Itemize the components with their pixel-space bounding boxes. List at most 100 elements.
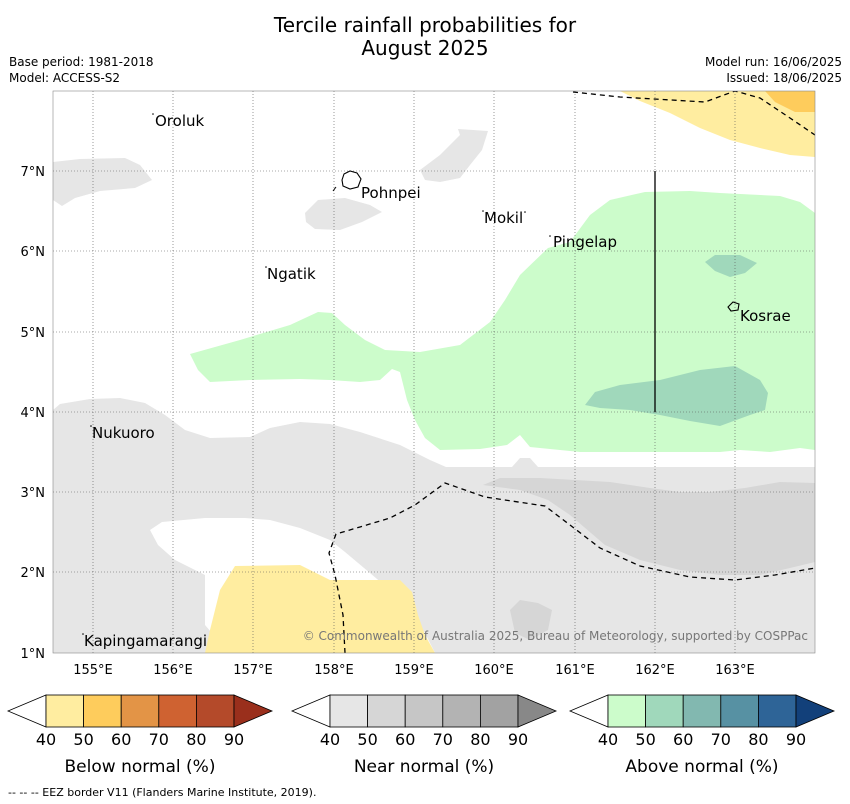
colorbar-tick-label: 70 [149, 730, 169, 749]
near-normal-darker-patch-east [483, 478, 815, 575]
colorbar-tick-label: 50 [357, 730, 377, 749]
base-period: Base period: 1981-2018 [9, 55, 154, 69]
eez-border-north [572, 91, 815, 136]
place-label-pingelap: Pingelap [553, 233, 617, 251]
place-label-mokil: Mokil [484, 209, 523, 227]
lat-tick-label: 6°N [21, 245, 46, 260]
colorbar-over-triangle [795, 694, 836, 728]
colorbar-2: 40 50 60 70 80 90 Near normal (%) [290, 694, 558, 777]
place-label-nukuoro: Nukuoro [92, 424, 155, 442]
lon-tick-label: 160°E [474, 663, 514, 678]
longitude-axis: 155°E 156°E 157°E 158°E 159°E 160°E 161°… [73, 663, 755, 678]
eez-border-south [328, 482, 815, 653]
colorbar-segment [682, 694, 722, 728]
latitude-axis: 7°N 6°N 5°N 4°N 3°N 2°N 1°N [21, 165, 46, 662]
near-normal-region-pohnpei-east [420, 129, 488, 182]
colorbar-tick-label: 60 [673, 730, 693, 749]
colorbar-tick-label: 50 [635, 730, 655, 749]
place-label-ngatik: Ngatik [267, 265, 316, 283]
lat-tick-label: 3°N [21, 486, 46, 501]
colorbar-under-triangle [290, 694, 331, 728]
colorbar-over-triangle [517, 694, 558, 728]
above-normal-50-patch-south [585, 366, 768, 426]
pohnpei-islet [332, 186, 337, 192]
nukuoro-dot [90, 425, 92, 427]
lat-tick-label: 7°N [21, 165, 46, 180]
colorbar-tick-label: 50 [73, 730, 93, 749]
lon-tick-label: 162°E [635, 663, 675, 678]
colorbar-tick-label: 80 [748, 730, 768, 749]
lon-tick-label: 158°E [314, 663, 354, 678]
colorbar-segment [442, 694, 481, 728]
kosrae-island [727, 301, 740, 312]
colorbar-segment [120, 694, 160, 728]
colorbar-segment [479, 694, 519, 728]
probability-fields [53, 91, 815, 653]
colorbar-3: 40 50 60 70 80 90 Above normal (%) [568, 694, 836, 777]
near-normal-region-north [53, 158, 152, 206]
place-label-kapingamarangi: Kapingamarangi [84, 632, 207, 650]
map-title: Tercile rainfall probabilities for Augus… [0, 14, 850, 60]
colorbar-tick-label: 90 [508, 730, 528, 749]
meta-left: Base period: 1981-2018 Model: ACCESS-S2 [9, 54, 154, 86]
colorbar-segment [758, 694, 797, 728]
issued-date: Issued: 18/06/2025 [726, 71, 842, 85]
place-label-pohnpei: Pohnpei [361, 184, 421, 202]
colorbar-segment [404, 694, 444, 728]
lon-tick-label: 155°E [73, 663, 113, 678]
mokil-dot-2 [524, 211, 526, 213]
colorbar-segment [158, 694, 197, 728]
colorbar-segment [329, 694, 368, 728]
kapingamarangi-dot [82, 633, 84, 635]
colorbar-legends: 40 50 60 70 80 90 Below normal (%) 40 50 60 70 80 90… [6, 694, 836, 777]
colorbar-tick-label: 90 [786, 730, 806, 749]
lon-tick-label: 157°E [233, 663, 273, 678]
colorbar-segment [607, 694, 646, 728]
colorbar-1: 40 50 60 70 80 90 Below normal (%) [6, 694, 274, 777]
graticule [53, 91, 815, 653]
eez-footnote: -- -- -- EEZ border V11 (Flanders Marine… [8, 786, 317, 799]
colorbar-tick-label: 60 [111, 730, 131, 749]
above-normal-50-patch-kosrae [705, 255, 757, 277]
below-normal-region-south [205, 565, 435, 653]
oroluk-dot [152, 113, 154, 115]
eez-borders [328, 91, 815, 653]
title-line-1: Tercile rainfall probabilities for [273, 13, 577, 37]
colorbar-under-triangle [568, 694, 609, 728]
colorbar-title: Near normal (%) [354, 757, 494, 777]
ngatik-dot [265, 266, 267, 268]
lat-tick-label: 1°N [21, 647, 46, 662]
colorbar-tick-label: 80 [470, 730, 490, 749]
colorbar-segment [195, 694, 235, 728]
colorbar-tick-label: 70 [711, 730, 731, 749]
colorbar-title: Below normal (%) [65, 757, 216, 777]
copyright-notice: © Commonwealth of Australia 2025, Bureau… [303, 629, 808, 643]
map-frame [52, 90, 816, 654]
lon-tick-label: 161°E [555, 663, 595, 678]
model-run: Model run: 16/06/2025 [704, 55, 842, 69]
lat-tick-label: 2°N [21, 566, 46, 581]
title-line-2: August 2025 [361, 36, 489, 60]
colorbar-under-triangle [6, 694, 47, 728]
colorbar-tick-label: 60 [395, 730, 415, 749]
place-label-oroluk: Oroluk [155, 112, 204, 130]
colorbar-segment [645, 694, 684, 728]
pingelap-dot [549, 235, 551, 237]
model-name: Model: ACCESS-S2 [9, 71, 121, 85]
colorbar-over-triangle [233, 694, 274, 728]
near-normal-region-south [53, 398, 815, 653]
mokil-dot [482, 210, 484, 212]
colorbar-tick-label: 80 [186, 730, 206, 749]
lon-tick-label: 156°E [153, 663, 193, 678]
below-normal-60-patch-north [765, 91, 815, 112]
lon-tick-label: 159°E [394, 663, 434, 678]
colorbar-tick-label: 40 [320, 730, 340, 749]
colorbar-segment [720, 694, 759, 728]
near-normal-region-pohnpei-south [305, 198, 382, 230]
colorbar-segment [45, 694, 84, 728]
colorbar-tick-label: 70 [433, 730, 453, 749]
meta-right: Model run: 16/06/2025 Issued: 18/06/2025 [705, 54, 842, 86]
near-normal-darker-patch-south [510, 600, 552, 640]
colorbar-tick-label: 40 [36, 730, 56, 749]
